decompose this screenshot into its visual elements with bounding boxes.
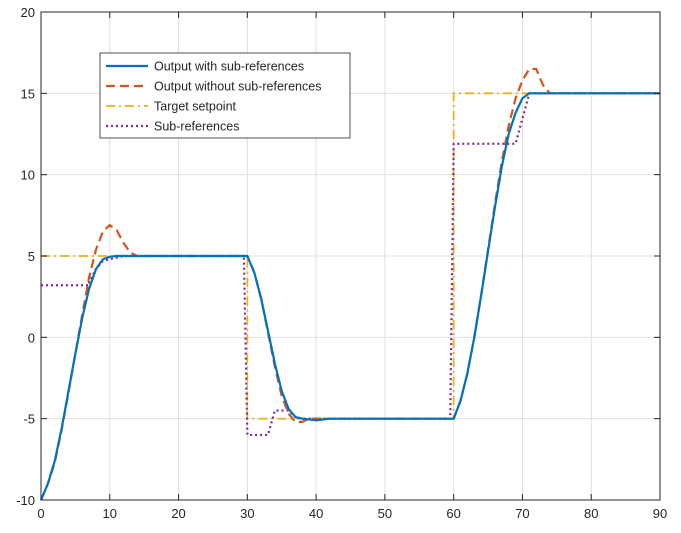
x-tick-label: 90 (653, 506, 667, 521)
legend-box (99, 52, 351, 139)
x-tick-label: 80 (584, 506, 598, 521)
axis-ticks: 0 10 20 30 40 50 60 70 80 90 -10 -5 0 5 10 15 20 (16, 5, 667, 521)
x-tick-label: 10 (103, 506, 117, 521)
legend-label: Target setpoint (154, 100, 237, 114)
y-tick-label: 5 (28, 249, 35, 264)
x-tick-label: 50 (378, 506, 392, 521)
y-tick-label: -10 (16, 493, 35, 508)
x-tick-label: 40 (309, 506, 323, 521)
x-tick-label: 70 (515, 506, 529, 521)
y-tick-label: 15 (21, 86, 35, 101)
legend: Output with sub-references Output without… (99, 52, 351, 139)
x-tick-label: 20 (171, 506, 185, 521)
y-tick-label: 0 (28, 330, 35, 345)
legend-label: Output without sub-references (154, 80, 321, 94)
series-lines (39, 67, 660, 501)
legend-label: Sub-references (154, 120, 239, 134)
series-line-1 (39, 92, 660, 501)
legend-label: Output with sub-references (154, 60, 304, 74)
x-tick-label: 30 (240, 506, 254, 521)
y-tick-label: 20 (21, 5, 35, 20)
series-line-2 (39, 67, 660, 501)
y-tick-label: 10 (21, 168, 35, 183)
x-tick-label: 60 (446, 506, 460, 521)
x-tick-label: 0 (37, 506, 44, 521)
series-line-4 (41, 92, 660, 437)
y-tick-label: -5 (23, 412, 35, 427)
